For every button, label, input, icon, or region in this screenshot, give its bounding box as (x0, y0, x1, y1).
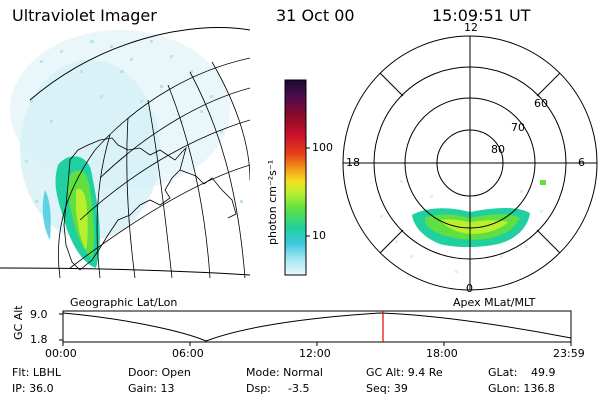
polar-speckle (380, 180, 543, 273)
xtick-2359: 23:59 (553, 347, 585, 360)
mlt-label-18: 18 (346, 156, 360, 169)
latitude-lines (69, 57, 250, 269)
aurora-spot (540, 180, 546, 185)
dsp-value: -3.5 (288, 382, 310, 395)
altitude-plot (59, 310, 572, 346)
lat-label-80: 80 (491, 143, 505, 156)
glat-value: 49.9 (531, 366, 556, 379)
mlt-ticks (379, 72, 561, 254)
lat-label-60: 60 (534, 97, 548, 110)
ip-label: IP: 36.0 (12, 382, 54, 395)
altitude-ytick-min: 1.8 (30, 333, 48, 346)
aurora-oval-core (440, 219, 508, 234)
colorbar (284, 79, 310, 276)
filter-label: Flt: LBHL (12, 366, 61, 379)
gc-alt-label: GC Alt: 9.4 Re (366, 366, 443, 379)
mlt-label-12: 12 (464, 21, 478, 34)
xtick-0000: 00:00 (45, 347, 77, 360)
colorbar-tick-100: 100 (312, 141, 333, 154)
xtick-1200: 12:00 (299, 347, 331, 360)
aurora-band-core (76, 188, 88, 250)
colorbar-tick-10: 10 (312, 229, 326, 242)
instrument-title: Ultraviolet Imager (12, 6, 157, 25)
meridian-lines (58, 61, 250, 278)
altitude-ylabel: GC Alt (12, 305, 25, 340)
right-panel-label: Apex MLat/MLT (453, 296, 536, 309)
glon-label: GLon: 136.8 (488, 382, 555, 395)
date-label: 31 Oct 00 (276, 6, 355, 25)
altitude-ytick-max: 9.0 (30, 308, 48, 321)
polar-plot (342, 35, 598, 291)
dsp-label: Dsp: (246, 382, 271, 395)
gain-label: Gain: 13 (128, 382, 175, 395)
coastline (63, 137, 187, 271)
altitude-curve (62, 312, 572, 342)
door-label: Door: Open (128, 366, 191, 379)
left-panel-label: Geographic Lat/Lon (70, 296, 178, 309)
xtick-1800: 18:00 (426, 347, 458, 360)
xtick-0600: 06:00 (172, 347, 204, 360)
altitude-frame (62, 310, 572, 343)
geographic-view (0, 27, 250, 278)
mlt-label-6: 6 (578, 156, 585, 169)
time-label: 15:09:51 UT (432, 6, 531, 25)
seq-label: Seq: 39 (366, 382, 408, 395)
colorbar-unit-label: photon cm⁻²s⁻¹ (266, 159, 279, 245)
speckle-cloud (25, 40, 243, 203)
colorbar-gradient (284, 79, 307, 276)
mlt-label-0: 0 (466, 282, 473, 295)
lat-label-70: 70 (511, 121, 525, 134)
mode-label: Mode: Normal (246, 366, 323, 379)
glat-label: GLat: (488, 366, 518, 379)
